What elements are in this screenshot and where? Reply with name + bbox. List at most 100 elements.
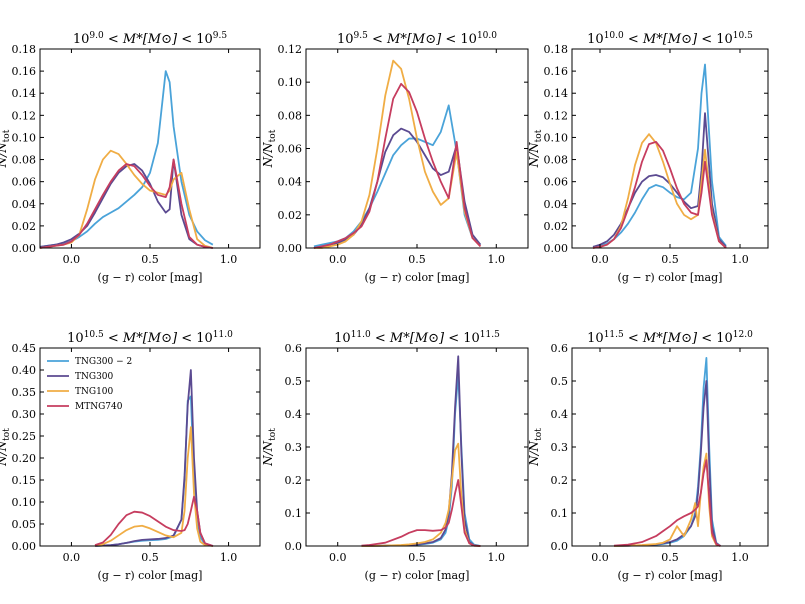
panel-title: 109.0 < M*[M⊙] < 109.5 bbox=[73, 31, 228, 47]
panel-title: 1010.5 < M*[M⊙] < 1011.0 bbox=[67, 330, 233, 346]
x-tick-label: 1.0 bbox=[731, 551, 749, 564]
y-tick-label: 0.30 bbox=[12, 408, 37, 421]
y-axis-label: N/Ntot bbox=[0, 428, 12, 467]
panel-2: 109.5 < M*[M⊙] < 1010.0 0.0 0.5 1.0 0.00 0.02… bbox=[261, 31, 529, 284]
series-line-tng300-2 bbox=[613, 356, 721, 547]
y-tick-label: 0.16 bbox=[12, 65, 37, 78]
series-line-mtng740 bbox=[313, 82, 482, 249]
y-tick-label: 0.25 bbox=[12, 430, 37, 443]
x-axis-label: (g − r) color [mag] bbox=[618, 569, 723, 582]
x-tick-label: 0.5 bbox=[408, 253, 426, 266]
y-tick-label: 0.40 bbox=[12, 364, 37, 377]
axes-frame bbox=[305, 347, 529, 547]
y-tick-label: 0.00 bbox=[12, 242, 37, 255]
y-tick-label: 0.2 bbox=[285, 474, 303, 487]
series-line-tng300 bbox=[313, 127, 482, 249]
panel-title: 1010.0 < M*[M⊙] < 1010.5 bbox=[587, 31, 753, 47]
y-tick-label: 0.15 bbox=[12, 474, 37, 487]
x-tick-label: 0.5 bbox=[661, 551, 679, 564]
y-tick-label: 0.00 bbox=[12, 540, 37, 553]
y-tick-label: 0.18 bbox=[12, 43, 37, 56]
y-axis-label: N/Ntot bbox=[261, 428, 278, 467]
y-tick-label: 0.14 bbox=[12, 87, 37, 100]
y-tick-label: 0.02 bbox=[12, 220, 37, 233]
x-tick-label: 0.0 bbox=[591, 253, 609, 266]
y-tick-label: 0.08 bbox=[12, 154, 37, 167]
panel-3: 1010.0 < M*[M⊙] < 1010.5 0.0 0.5 1.0 0.00 0.0… bbox=[527, 31, 769, 284]
y-tick-label: 0.6 bbox=[285, 342, 303, 355]
series-line-mtng740 bbox=[361, 479, 481, 547]
y-tick-label: 0.06 bbox=[12, 176, 37, 189]
y-tick-label: 0.06 bbox=[278, 143, 303, 156]
y-tick-label: 0.14 bbox=[544, 87, 569, 100]
y-tick-label: 0.5 bbox=[285, 375, 303, 388]
y-tick-label: 0.05 bbox=[12, 518, 37, 531]
panel-4: 1010.5 < M*[M⊙] < 1011.0 0.0 0.5 1.0 0.00 0.0… bbox=[0, 330, 261, 582]
y-tick-label: 0.45 bbox=[12, 342, 37, 355]
y-tick-label: 0.16 bbox=[544, 65, 569, 78]
y-tick-label: 0.10 bbox=[278, 76, 303, 89]
x-tick-label: 1.0 bbox=[731, 253, 749, 266]
x-tick-label: 0.5 bbox=[141, 551, 159, 564]
y-tick-label: 0.04 bbox=[12, 198, 37, 211]
y-tick-label: 0.12 bbox=[12, 109, 37, 122]
y-axis-label: N/Ntot bbox=[0, 129, 12, 168]
y-tick-label: 0.0 bbox=[551, 540, 569, 553]
legend: TNG300 − 2 TNG300 TNG100 MTNG740 bbox=[47, 357, 132, 412]
panel-title: 109.5 < M*[M⊙] < 1010.0 bbox=[337, 31, 497, 47]
y-tick-label: 0.4 bbox=[285, 408, 303, 421]
x-tick-label: 1.0 bbox=[488, 551, 506, 564]
series-line-mtng740 bbox=[39, 158, 213, 249]
series-line-mtng740 bbox=[94, 495, 214, 547]
y-tick-label: 0.10 bbox=[544, 131, 569, 144]
x-axis-label: (g − r) color [mag] bbox=[98, 569, 203, 582]
y-tick-label: 0.12 bbox=[278, 43, 303, 56]
y-tick-label: 0.6 bbox=[551, 342, 569, 355]
panel-title: 1011.0 < M*[M⊙] < 1011.5 bbox=[334, 330, 500, 346]
y-tick-label: 0.08 bbox=[544, 154, 569, 167]
y-tick-label: 0.08 bbox=[278, 109, 303, 122]
x-tick-label: 0.0 bbox=[329, 551, 347, 564]
x-tick-label: 0.5 bbox=[141, 253, 159, 266]
x-tick-label: 1.0 bbox=[220, 551, 238, 564]
legend-label-tng300: TNG300 bbox=[75, 372, 114, 382]
x-tick-label: 1.0 bbox=[488, 253, 506, 266]
y-tick-label: 0.0 bbox=[285, 540, 303, 553]
x-tick-label: 0.0 bbox=[63, 253, 81, 266]
y-tick-label: 0.3 bbox=[551, 441, 569, 454]
y-tick-label: 0.10 bbox=[12, 496, 37, 509]
x-axis-label: (g − r) color [mag] bbox=[618, 271, 723, 284]
y-axis-label: N/Ntot bbox=[261, 129, 278, 168]
axes-frame bbox=[571, 347, 769, 547]
x-tick-label: 0.5 bbox=[661, 253, 679, 266]
series-line-mtng740 bbox=[592, 140, 727, 249]
x-axis-label: (g − r) color [mag] bbox=[98, 271, 203, 284]
series-line-tng300-2 bbox=[39, 70, 214, 248]
y-tick-label: 0.00 bbox=[544, 242, 569, 255]
y-tick-label: 0.2 bbox=[551, 474, 569, 487]
x-tick-label: 1.0 bbox=[220, 253, 238, 266]
x-tick-label: 0.5 bbox=[408, 551, 426, 564]
x-axis-label: (g − r) color [mag] bbox=[365, 271, 470, 284]
panel-1: 109.0 < M*[M⊙] < 109.5 0.0 0.5 1.0 0.00 0.02 0… bbox=[0, 31, 261, 284]
y-tick-label: 0.02 bbox=[544, 220, 569, 233]
series-line-tng100 bbox=[94, 426, 213, 547]
panel-title: 1011.5 < M*[M⊙] < 1012.0 bbox=[587, 330, 753, 346]
y-tick-label: 0.06 bbox=[544, 176, 569, 189]
legend-label-mtng740: MTNG740 bbox=[75, 402, 123, 412]
series-line-mtng740 bbox=[613, 459, 721, 547]
y-tick-label: 0.5 bbox=[551, 375, 569, 388]
legend-label-tng300-2: TNG300 − 2 bbox=[75, 357, 132, 367]
x-tick-label: 0.0 bbox=[591, 551, 609, 564]
y-axis-label: N/Ntot bbox=[527, 129, 544, 168]
y-tick-label: 0.18 bbox=[544, 43, 569, 56]
panel-5: 1011.0 < M*[M⊙] < 1011.5 0.0 0.5 1.0 0.0 0.1 0… bbox=[261, 330, 529, 582]
x-tick-label: 0.0 bbox=[63, 551, 81, 564]
y-tick-label: 0.1 bbox=[285, 507, 303, 520]
y-tick-label: 0.4 bbox=[551, 408, 569, 421]
panel-6: 1011.5 < M*[M⊙] < 1012.0 0.0 0.5 1.0 0.0 0.1 0… bbox=[527, 330, 769, 582]
y-tick-label: 0.12 bbox=[544, 109, 569, 122]
x-tick-label: 0.0 bbox=[329, 253, 347, 266]
axes-frame bbox=[305, 48, 529, 249]
